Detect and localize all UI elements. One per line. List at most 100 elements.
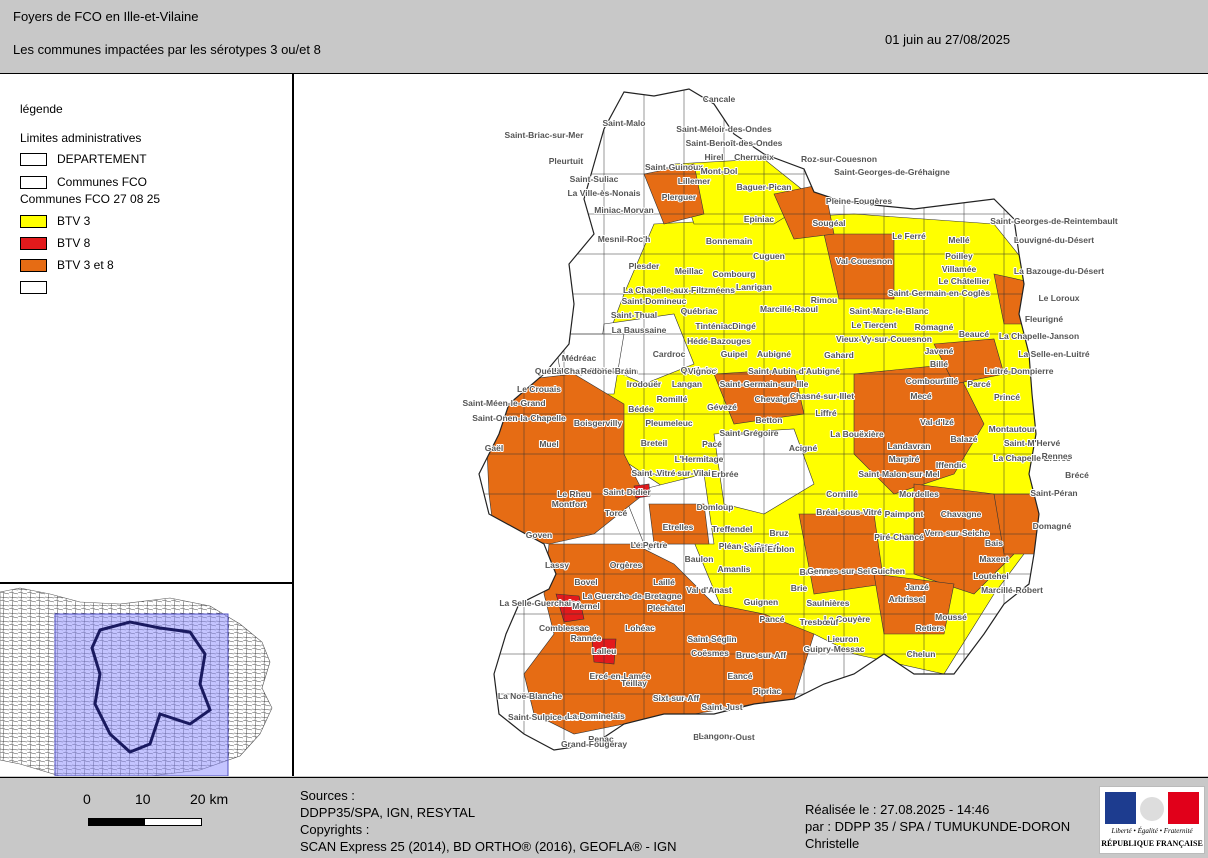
commune-label: Plesder bbox=[629, 261, 660, 271]
commune-label: Sainte-Marie bbox=[569, 366, 620, 376]
commune-label: Mordelles bbox=[899, 489, 939, 499]
commune-label: Le Ferré bbox=[892, 231, 926, 241]
legend-label-departement: DEPARTEMENT bbox=[57, 152, 147, 166]
commune-label: Lieuron bbox=[827, 634, 858, 644]
commune-label: Saint-Domineuc bbox=[622, 296, 687, 306]
copyrights-title: Copyrights : bbox=[300, 822, 370, 837]
commune-label: Chevaigné bbox=[755, 394, 798, 404]
commune-label: Epiniac bbox=[744, 214, 775, 224]
commune-label: Erbrée bbox=[712, 469, 739, 479]
commune-label: Beaucé bbox=[959, 329, 990, 339]
commune-label: Balazé bbox=[951, 434, 978, 444]
commune-label: La Chapelle-Janson bbox=[999, 331, 1079, 341]
commune-label: Baulon bbox=[685, 554, 714, 564]
legend-title: légende bbox=[20, 102, 63, 116]
commune-label: Quédillac bbox=[535, 366, 574, 376]
commune-label: Saint-Aubin-d'Aubigné bbox=[748, 366, 840, 376]
commune-label: Vergéal bbox=[634, 540, 664, 550]
commune-label: Saint-Germain-en-Coglès bbox=[888, 288, 990, 298]
commune-label: Rimou bbox=[811, 295, 837, 305]
commune-label: Retiers bbox=[916, 623, 945, 633]
commune-label: Tresbœuf bbox=[800, 617, 839, 627]
commune-label: Breteil bbox=[641, 438, 667, 448]
map-period: 01 juin au 27/08/2025 bbox=[885, 32, 1011, 47]
main-map[interactable]: Cancale Saint-Malo Saint-Méloir-des-Ondes S… bbox=[294, 74, 1208, 776]
commune-label: La Chapelle-Erbrée bbox=[993, 453, 1071, 463]
commune-label: Le Loroux bbox=[1038, 293, 1079, 303]
commune-label: Combourtillé bbox=[906, 376, 959, 386]
commune-label: Rannée bbox=[571, 633, 602, 643]
commune-label: Guipry-Messac bbox=[804, 644, 865, 654]
commune-label: La Bouëxière bbox=[830, 429, 884, 439]
commune-label: Saint-Marc-le-Blanc bbox=[849, 306, 929, 316]
commune-label: Val d'Anast bbox=[686, 585, 732, 595]
commune-label: Guignen bbox=[744, 597, 778, 607]
commune-label: Gaël bbox=[485, 443, 503, 453]
commune-label: La Bazouge-du-Désert bbox=[1014, 266, 1104, 276]
commune-label: La Guerche-de-Bretagne bbox=[582, 591, 681, 601]
commune-label: Saint-Georges-de-Gréhaigne bbox=[834, 167, 950, 177]
commune-label: Lillemer bbox=[678, 176, 711, 186]
department-map-svg[interactable]: Cancale Saint-Malo Saint-Méloir-des-Ondes S… bbox=[294, 74, 1208, 776]
commune-label: Pleurtuit bbox=[549, 156, 584, 166]
commune-label: Tinténiac bbox=[695, 321, 732, 331]
commune-label: Princé bbox=[994, 392, 1020, 402]
commune-label: Bonnemain bbox=[706, 236, 752, 246]
republique-francaise-logo: Liberté • Égalité • Fraternité RÉPUBLIQU… bbox=[1099, 786, 1205, 854]
made-by: par : DDPP 35 / SPA / TUMUKUNDE-DORON bbox=[805, 819, 1071, 834]
legend-swatch-btv38 bbox=[20, 259, 47, 272]
logo-motto: Liberté • Égalité • Fraternité bbox=[1111, 827, 1193, 835]
sources-title: Sources : bbox=[300, 788, 355, 803]
commune-label: Rennes bbox=[1042, 451, 1073, 461]
commune-label: Saint-Briac-sur-Mer bbox=[505, 130, 585, 140]
commune-label: La Noë-Blanche bbox=[498, 691, 563, 701]
commune-label: Grand-Fougeray bbox=[561, 739, 627, 749]
commune-label: Brielles bbox=[800, 567, 831, 577]
commune-label: Coësmes bbox=[691, 648, 729, 658]
commune-label: Bédée bbox=[628, 404, 654, 414]
commune-label: Saint-Péran bbox=[1030, 488, 1077, 498]
commune-label: Aubigné bbox=[757, 349, 791, 359]
legend-section-admin: Limites administratives bbox=[20, 131, 142, 145]
commune-label: Baguer-Pican bbox=[737, 182, 792, 192]
commune-label: Eancé bbox=[727, 671, 752, 681]
commune-label: Sougéal bbox=[812, 218, 845, 228]
commune-label: Romagné bbox=[915, 322, 954, 332]
commune-label: Mernel bbox=[572, 601, 599, 611]
commune-label: Saint-Erblon bbox=[744, 544, 795, 554]
commune-label: Gennes-sur-Seiche bbox=[807, 566, 885, 576]
commune-label: Landavran bbox=[888, 441, 931, 451]
commune-label: Poilley bbox=[945, 251, 973, 261]
commune-label: Iffendic bbox=[936, 460, 966, 470]
commune-label: Guipel bbox=[721, 349, 747, 359]
commune-label: Loutehel bbox=[973, 571, 1008, 581]
legend-label-btv3: BTV 3 bbox=[57, 214, 91, 228]
scale-tick-0: 0 bbox=[83, 791, 91, 807]
commune-label: Cornillé bbox=[826, 489, 858, 499]
commune-label: Sixt-sur-Aff bbox=[653, 693, 699, 703]
legend-swatch-btv3 bbox=[20, 215, 47, 228]
sources-text: DDPP35/SPA, IGN, RESYTAL bbox=[300, 805, 476, 820]
commune-label: Torcé bbox=[605, 508, 628, 518]
commune-label: Redon bbox=[581, 366, 607, 376]
commune-label: Luitré-Dompierre bbox=[985, 366, 1054, 376]
made-on: Réalisée le : 27.08.2025 - 14:46 bbox=[805, 802, 990, 817]
commune-label: Vieux-Vy-sur-Couesnon bbox=[836, 334, 932, 344]
commune-label: La Selle-Guerchaise bbox=[499, 598, 581, 608]
commune-label: Paimpont bbox=[885, 509, 924, 519]
logo-name: RÉPUBLIQUE FRANÇAISE bbox=[1101, 839, 1203, 848]
commune-label: Saint-M'Hervé bbox=[1004, 438, 1061, 448]
commune-label: La Ville-ès-Nonais bbox=[567, 188, 640, 198]
commune-label: Pacé bbox=[702, 439, 722, 449]
commune-label: Goven bbox=[526, 530, 552, 540]
commune-label: Saint-Malo bbox=[603, 118, 646, 128]
commune-label: Treffendel bbox=[712, 524, 753, 534]
commune-label: Saint-Grégoire bbox=[719, 428, 778, 438]
commune-label: Piré-Chancé bbox=[874, 532, 924, 542]
legend-label-communes: Communes FCO bbox=[57, 175, 148, 189]
commune-label: Québriac bbox=[681, 365, 718, 375]
overview-inset-map bbox=[0, 584, 294, 776]
commune-label: La Chapelle-de-Brain bbox=[551, 366, 636, 376]
commune-label: Bovel bbox=[574, 577, 597, 587]
commune-label: Teillay bbox=[621, 678, 647, 688]
